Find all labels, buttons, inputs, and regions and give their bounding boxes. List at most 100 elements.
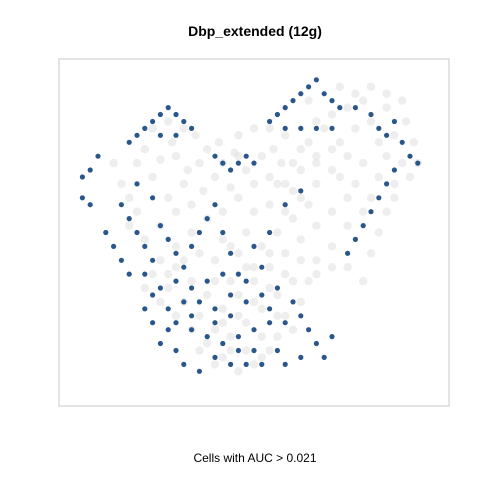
high-auc-cell-point-121 [150,292,156,298]
high-auc-cell-point-94 [228,313,234,319]
background-cell-point-170 [179,256,188,265]
background-cell-point-13 [195,158,204,168]
background-cell-point-59 [187,228,196,237]
high-auc-cell-point-27 [235,160,241,166]
high-auc-cell-point-65 [329,334,335,340]
background-cell-point-23 [249,179,259,189]
high-auc-cell-point-80 [189,327,195,333]
high-auc-cell-point-46 [204,216,210,222]
background-cell-point-20 [230,148,239,157]
background-cell-point-119 [366,82,376,92]
background-cell-point-62 [148,269,157,279]
background-cell-point-161 [218,318,227,327]
background-cell-point-0 [109,158,118,168]
high-auc-cell-point-42 [173,250,179,256]
high-auc-cell-point-25 [220,160,226,166]
background-cell-point-28 [281,131,290,140]
high-auc-cell-point-78 [142,306,148,312]
background-cell-point-104 [226,332,235,341]
background-cell-point-118 [351,89,360,98]
background-cell-point-70 [249,360,259,369]
high-auc-cell-point-23 [173,132,179,138]
background-cell-point-155 [296,256,305,265]
high-auc-cell-point-115 [118,257,124,263]
background-cell-point-75 [304,276,313,286]
high-auc-cell-point-10 [298,125,304,131]
background-cell-point-116 [312,117,321,126]
background-cell-point-56 [234,193,243,202]
background-cell-point-157 [327,263,337,272]
high-auc-cell-point-19 [173,111,179,118]
background-cell-point-167 [273,311,282,320]
high-auc-cell-point-45 [196,229,202,236]
background-cell-point-47 [374,172,383,182]
background-cell-point-26 [269,145,278,154]
high-auc-cell-point-102 [407,153,413,159]
high-auc-cell-point-77 [150,320,156,326]
background-cell-point-100 [273,228,282,237]
high-auc-cell-point-28 [243,153,249,159]
background-cell-point-112 [210,276,220,286]
background-cell-point-91 [234,290,243,300]
high-auc-cell-point-40 [157,223,163,229]
background-cell-point-140 [312,158,321,168]
background-cell-point-143 [382,152,391,161]
high-auc-cell-point-122 [204,278,210,284]
background-cell-point-99 [257,242,266,251]
chart-title: Dbp_extended (12g) [188,23,322,39]
background-cell-point-65 [171,311,181,320]
background-cell-point-54 [265,200,274,209]
background-cell-point-22 [242,165,251,175]
high-auc-cell-point-59 [282,320,288,326]
high-auc-cell-point-97 [368,111,374,118]
background-cells-layer [109,82,422,376]
background-cell-point-3 [132,158,142,168]
high-auc-cell-point-11 [282,125,288,131]
background-cell-point-40 [374,138,383,147]
background-cell-point-134 [164,117,173,126]
background-cell-point-117 [335,82,344,92]
background-cell-point-87 [296,235,305,244]
high-auc-cell-point-92 [259,264,265,270]
background-cell-point-126 [273,179,282,189]
background-cell-point-159 [249,297,259,307]
high-auc-cell-point-30 [79,174,85,180]
background-cell-point-103 [210,325,220,334]
high-auc-cell-point-60 [290,299,296,305]
high-auc-cell-point-81 [204,334,210,340]
background-cell-point-8 [167,138,177,147]
background-cell-point-4 [140,145,149,154]
background-cell-point-72 [273,332,282,341]
background-cell-point-137 [249,124,259,133]
high-auc-cell-point-71 [228,361,234,367]
high-auc-cell-point-91 [274,285,280,291]
background-cell-point-73 [281,311,290,320]
high-auc-cell-point-12 [267,118,273,125]
background-cell-point-106 [257,304,266,313]
background-cell-point-11 [183,165,192,175]
high-auc-cell-point-58 [267,306,273,312]
background-cell-point-25 [265,172,274,182]
background-cell-point-36 [343,103,352,112]
high-auc-cell-point-57 [259,292,265,298]
background-cell-point-53 [281,207,290,216]
background-cell-point-82 [382,207,391,216]
high-auc-cell-point-68 [274,347,280,354]
background-cell-point-39 [366,117,376,126]
background-cell-point-30 [296,165,305,175]
high-auc-cell-point-100 [391,118,397,125]
high-auc-cell-point-13 [126,139,132,145]
background-cell-point-102 [195,311,204,320]
high-auc-cell-point-34 [87,202,93,208]
background-cell-point-169 [164,269,173,279]
background-cell-point-74 [296,297,305,307]
background-cell-point-168 [288,325,298,334]
background-cell-point-48 [359,158,368,168]
background-cell-point-6 [156,155,165,164]
high-auc-cell-point-73 [196,368,202,374]
background-cell-point-125 [288,158,298,168]
background-cell-point-138 [265,124,274,133]
background-cell-point-127 [132,207,142,216]
background-cell-point-19 [226,183,235,192]
high-auc-cell-point-125 [267,229,273,236]
